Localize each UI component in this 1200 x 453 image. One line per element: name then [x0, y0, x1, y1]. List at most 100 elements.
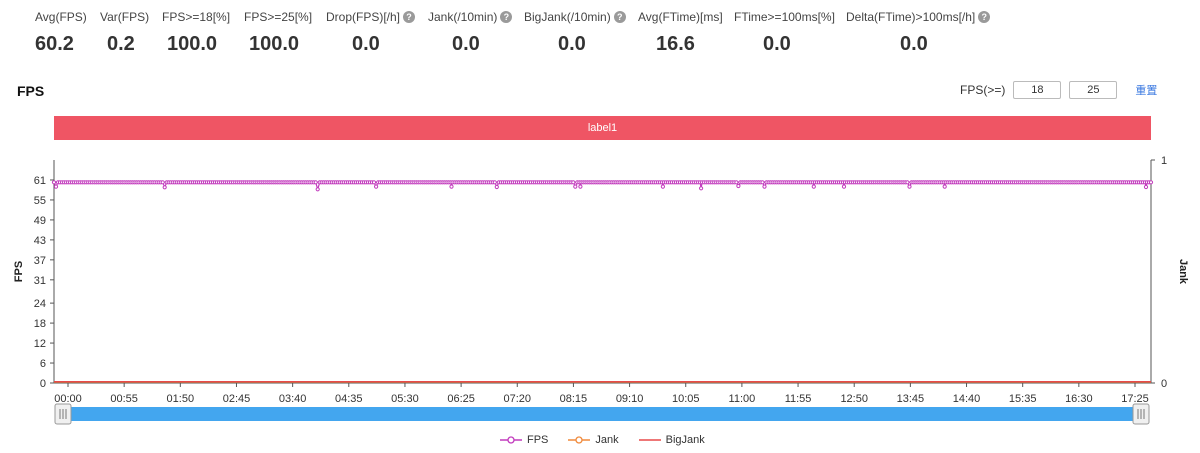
metric-label: Drop(FPS)[/h]? — [326, 10, 416, 24]
y-right-tick-label: 1 — [1161, 155, 1167, 167]
legend-label: FPS — [527, 434, 549, 446]
metric-label: FPS>=25[%] — [244, 10, 312, 24]
fps-point — [494, 184, 499, 190]
y-tick-label: 55 — [34, 195, 46, 207]
metric-8: FTime>=100ms[%] 0.0 — [734, 10, 835, 56]
legend-item-bigjank[interactable]: BigJank — [638, 434, 705, 446]
fps-point — [160, 180, 165, 185]
metrics-panel: Avg(FPS) 60.2 Var(FPS) 0.2 FPS>=18[%] 100.0 FP… — [0, 0, 1200, 70]
metric-label-text: Drop(FPS)[/h] — [326, 10, 401, 24]
fps-point — [371, 180, 377, 185]
zoom-slider-track — [60, 407, 1145, 421]
legend-swatch-icon — [568, 436, 591, 444]
y-tick-label: 18 — [34, 318, 46, 330]
metric-label-text: Avg(FTime)[ms] — [638, 10, 723, 24]
fps-point — [573, 184, 578, 189]
metric-value: 0.0 — [558, 33, 586, 55]
legend-swatch-icon — [500, 436, 522, 444]
fps-point — [736, 183, 741, 189]
metric-value: 0.0 — [452, 33, 480, 55]
x-tick-label: 12:50 — [840, 393, 868, 405]
y-tick-label: 12 — [34, 338, 46, 350]
y-tick-label: 37 — [34, 255, 46, 267]
fps-chart: 0 6 12 18 24 31 37 43 49 55 61 FPS 0 1 Jank 00:00 00:55 0… — [13, 155, 1189, 425]
metric-label: Jank(/10min)? — [428, 10, 513, 24]
fps-point — [492, 180, 497, 185]
fps-point — [841, 184, 847, 189]
metric-value: 100.0 — [167, 33, 218, 55]
help-icon[interactable]: ? — [403, 11, 416, 23]
metric-4: Drop(FPS)[/h]? 0.0 — [326, 10, 416, 56]
y-tick-label: 49 — [34, 215, 46, 227]
x-tick-label: 13:45 — [897, 393, 925, 405]
y-right-tick-label: 0 — [1161, 378, 1167, 390]
fps-point — [374, 184, 379, 189]
fps-point — [1148, 180, 1154, 185]
fps-point — [699, 186, 704, 191]
legend-label: BigJank — [665, 434, 705, 446]
help-icon[interactable]: ? — [978, 11, 991, 23]
x-tick-label: 06:25 — [447, 393, 475, 405]
x-tick-label: 11:55 — [785, 393, 812, 405]
fps-point — [313, 180, 318, 185]
x-tick-label: 02:45 — [223, 393, 251, 405]
metric-label: Avg(FTime)[ms] — [638, 10, 723, 24]
metric-6: BigJank(/10min)? 0.0 — [524, 10, 626, 56]
metric-label: Delta(FTime)>100ms[/h]? — [846, 10, 991, 24]
x-tick-label: 11:00 — [729, 393, 756, 405]
metric-value: 0.0 — [352, 33, 380, 55]
fps-point — [449, 184, 454, 189]
y-tick-label: 43 — [34, 235, 46, 247]
slider-handle-right[interactable] — [1132, 403, 1150, 425]
metric-label-text: FPS>=25[%] — [244, 10, 313, 24]
help-icon[interactable]: ? — [500, 11, 513, 23]
metric-3: FPS>=25[%] 100.0 — [244, 10, 312, 56]
label-bar[interactable]: label1 — [54, 116, 1151, 140]
threshold-input-2[interactable] — [1069, 81, 1118, 99]
x-tick-label: 09:10 — [616, 393, 644, 405]
legend-swatch-icon — [638, 439, 661, 441]
metric-label-text: FTime>=100ms[%] — [734, 10, 835, 24]
chart-title: FPS — [17, 83, 45, 99]
x-tick-label: 00:00 — [54, 393, 82, 405]
fps-point — [1143, 184, 1149, 190]
metric-label-text: Delta(FTime)>100ms[/h] — [846, 10, 976, 24]
fps-point — [907, 184, 912, 189]
metric-label: Var(FPS) — [100, 10, 149, 24]
metric-label: Avg(FPS) — [35, 10, 87, 24]
metric-label-text: Jank(/10min) — [428, 10, 498, 24]
y-tick-label: 6 — [40, 358, 46, 370]
y-tick-label: 24 — [34, 298, 46, 310]
legend-item-jank[interactable]: Jank — [568, 434, 619, 446]
x-tick-label: 01:50 — [167, 393, 195, 405]
fps-point — [571, 180, 576, 185]
legend-item-fps[interactable]: FPS — [500, 434, 548, 446]
x-tick-label: 17:25 — [1121, 393, 1149, 405]
slider-handle-left[interactable] — [54, 403, 72, 425]
x-tick-label: 15:35 — [1009, 393, 1037, 405]
y-tick-label: 61 — [34, 175, 46, 187]
metric-5: Jank(/10min)? 0.0 — [428, 10, 513, 56]
reset-button[interactable]: 重置 — [1135, 85, 1158, 97]
metric-value: 100.0 — [249, 33, 300, 55]
metric-label-text: Avg(FPS) — [35, 10, 87, 24]
metric-value: 60.2 — [35, 33, 74, 55]
metric-value: 0.2 — [107, 33, 135, 55]
x-tick-label: 04:35 — [335, 393, 363, 405]
y-axis-label-left: FPS — [13, 261, 25, 282]
fps-point — [51, 180, 57, 185]
help-icon[interactable]: ? — [613, 11, 626, 23]
metric-value: 16.6 — [656, 33, 695, 55]
metric-label-text: FPS>=18[%] — [162, 10, 231, 24]
metric-9: Delta(FTime)>100ms[/h]? 0.0 — [846, 10, 991, 56]
y-tick-label: 0 — [40, 378, 46, 390]
metric-value: 0.0 — [763, 33, 791, 55]
metric-label: FTime>=100ms[%] — [734, 10, 835, 24]
x-tick-label: 05:30 — [391, 393, 419, 405]
fps-point — [315, 187, 320, 192]
metric-0: Avg(FPS) 60.2 — [35, 10, 87, 56]
fps-threshold-controls: FPS(>=) 重置 — [960, 79, 1157, 101]
legend-label: Jank — [595, 434, 619, 446]
metric-value: 0.0 — [900, 33, 928, 55]
threshold-input-1[interactable] — [1013, 81, 1062, 99]
